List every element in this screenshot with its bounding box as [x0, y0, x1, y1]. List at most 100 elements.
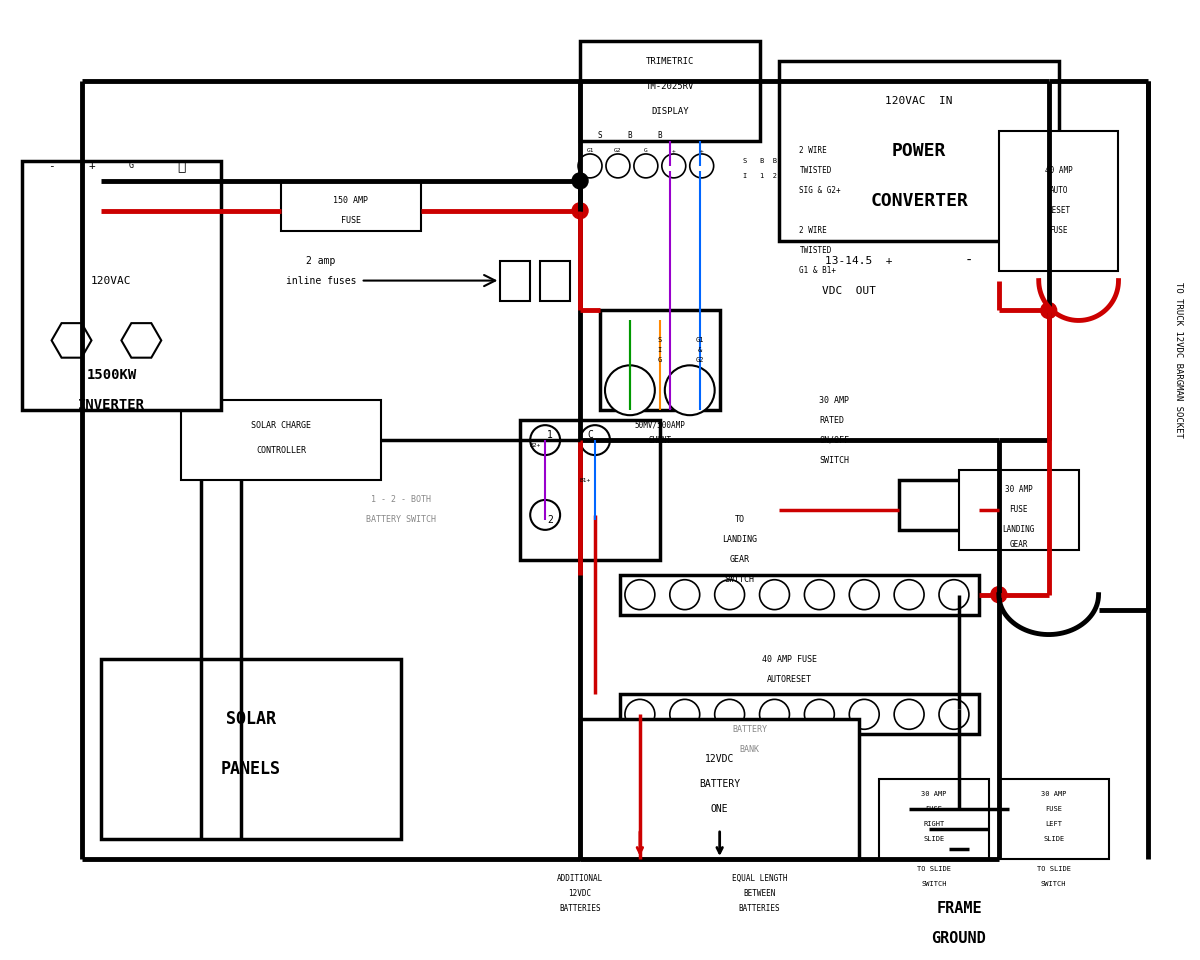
Bar	[500, 260, 530, 300]
Text: S: S	[598, 132, 602, 140]
Text: 30 AMP: 30 AMP	[922, 791, 947, 797]
Text: FRAME: FRAME	[936, 901, 982, 916]
Text: 13-14.5  +: 13-14.5 +	[826, 255, 893, 266]
Text: 2: 2	[547, 515, 553, 525]
Circle shape	[572, 203, 588, 219]
Text: 1 - 2 - BOTH: 1 - 2 - BOTH	[371, 495, 431, 504]
Text: SWITCH: SWITCH	[725, 575, 755, 585]
Text: LEFT: LEFT	[1045, 821, 1062, 827]
Circle shape	[605, 366, 655, 415]
Text: AUTO: AUTO	[1050, 186, 1068, 195]
Text: TO: TO	[734, 516, 744, 524]
Circle shape	[670, 700, 700, 730]
Text: PANELS: PANELS	[221, 760, 281, 779]
Text: AUTORESET: AUTORESET	[767, 675, 812, 684]
Circle shape	[715, 700, 744, 730]
Text: SLIDE: SLIDE	[924, 836, 944, 842]
Circle shape	[715, 580, 744, 610]
Bar	[102, 660, 401, 839]
Bar	[998, 131, 1118, 271]
Circle shape	[670, 580, 700, 610]
Circle shape	[530, 500, 560, 530]
Circle shape	[1040, 302, 1057, 319]
Bar	[620, 694, 979, 734]
Text: -: -	[48, 161, 55, 171]
Circle shape	[606, 154, 630, 178]
Text: 150 AMP: 150 AMP	[334, 196, 368, 205]
Text: B1+: B1+	[580, 477, 590, 483]
Bar	[959, 470, 1079, 550]
Bar	[580, 719, 859, 859]
Text: EQUAL LENGTH: EQUAL LENGTH	[732, 875, 787, 883]
Text: SWITCH: SWITCH	[922, 881, 947, 887]
Circle shape	[530, 425, 560, 455]
Text: 40 AMP FUSE: 40 AMP FUSE	[762, 655, 817, 664]
Text: G: G	[658, 357, 662, 363]
Text: B: B	[628, 132, 632, 140]
Text: 50MV/500AMP: 50MV/500AMP	[635, 420, 685, 430]
Circle shape	[804, 580, 834, 610]
Bar	[620, 575, 979, 614]
Text: ADDITIONAL: ADDITIONAL	[557, 875, 604, 883]
Text: 2 amp: 2 amp	[306, 255, 336, 266]
Text: LANDING: LANDING	[722, 536, 757, 544]
Circle shape	[940, 700, 968, 730]
Text: FUSE: FUSE	[925, 806, 942, 812]
Text: ONE: ONE	[710, 804, 728, 814]
Text: C: C	[587, 430, 593, 440]
Text: SIG & G2+: SIG & G2+	[799, 186, 841, 195]
Bar	[281, 180, 420, 230]
Text: TWISTED: TWISTED	[799, 166, 832, 176]
Bar	[22, 161, 221, 410]
Text: &: &	[697, 348, 702, 353]
Text: BATTERY: BATTERY	[700, 780, 740, 789]
Text: SWITCH: SWITCH	[820, 456, 850, 465]
Circle shape	[634, 154, 658, 178]
Text: 1: 1	[547, 430, 553, 440]
Text: 12VDC: 12VDC	[569, 889, 592, 899]
Text: LANDING: LANDING	[1002, 525, 1034, 535]
Circle shape	[894, 700, 924, 730]
Text: B2+: B2+	[529, 443, 541, 447]
Bar	[181, 400, 380, 480]
Text: ON/OFF: ON/OFF	[820, 436, 850, 444]
Text: 40 AMP: 40 AMP	[1045, 166, 1073, 176]
Text: +: +	[700, 149, 703, 154]
Text: GROUND: GROUND	[931, 931, 986, 947]
Circle shape	[760, 580, 790, 610]
Text: INVERTER: INVERTER	[78, 398, 145, 412]
Text: BATTERY SWITCH: BATTERY SWITCH	[366, 516, 436, 524]
Text: CONVERTER: CONVERTER	[870, 192, 968, 210]
Text: ⏚: ⏚	[178, 159, 186, 173]
Text: 2 WIRE: 2 WIRE	[799, 147, 827, 156]
Text: FUSE: FUSE	[1045, 806, 1062, 812]
Bar	[600, 310, 720, 410]
Text: SOLAR CHARGE: SOLAR CHARGE	[251, 420, 311, 430]
Text: 120VAC: 120VAC	[91, 276, 132, 285]
Bar	[540, 260, 570, 300]
Text: I   1  2: I 1 2	[743, 173, 776, 179]
Text: TRIMETRIC: TRIMETRIC	[646, 57, 694, 65]
Bar	[580, 41, 760, 141]
Text: B: B	[658, 132, 662, 140]
Bar	[521, 420, 660, 560]
Text: G: G	[644, 149, 648, 154]
Text: G1: G1	[587, 149, 594, 154]
Text: 1500KW: 1500KW	[86, 369, 137, 382]
Circle shape	[940, 580, 968, 610]
Circle shape	[690, 154, 714, 178]
Text: 12VDC: 12VDC	[704, 755, 734, 764]
Text: G2: G2	[696, 357, 704, 363]
Text: BATTERIES: BATTERIES	[739, 904, 780, 913]
Text: RIGHT: RIGHT	[924, 821, 944, 827]
Bar	[899, 480, 979, 530]
Text: +: +	[672, 149, 676, 154]
Text: I: I	[658, 348, 662, 353]
Text: TM-2025RV: TM-2025RV	[646, 82, 694, 90]
Text: S: S	[658, 337, 662, 344]
Text: inline fuses: inline fuses	[286, 276, 356, 285]
Text: +: +	[88, 161, 95, 171]
Circle shape	[665, 366, 715, 415]
Circle shape	[580, 425, 610, 455]
Text: RATED: RATED	[820, 416, 845, 424]
